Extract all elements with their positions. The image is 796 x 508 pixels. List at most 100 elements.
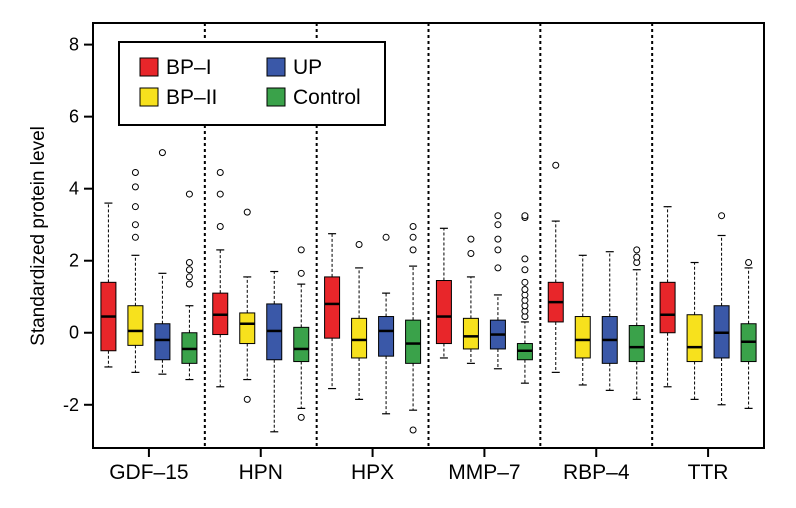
box-3-3 — [516, 212, 533, 384]
box-4-0 — [547, 161, 564, 373]
box-0-1 — [127, 168, 144, 373]
outlier-point — [409, 246, 417, 254]
iqr-box — [239, 312, 256, 345]
iqr-box — [659, 281, 676, 334]
box-5-3 — [740, 259, 757, 409]
box-2-1 — [351, 241, 368, 400]
outlier-point — [521, 286, 529, 294]
y-tick-label: 0 — [69, 323, 79, 343]
outlier-point — [494, 235, 502, 243]
legend-frame — [118, 41, 386, 126]
outlier-point — [185, 273, 193, 281]
outlier-point — [467, 250, 475, 258]
outlier-point — [185, 259, 193, 267]
iqr-box — [462, 317, 479, 350]
outlier-point — [243, 208, 251, 216]
y-tick-label: 4 — [69, 179, 79, 199]
outlier-point — [131, 203, 139, 211]
legend-label: Control — [293, 86, 361, 109]
outlier-point — [185, 280, 193, 288]
outlier-point — [216, 222, 224, 230]
outlier-point — [355, 241, 363, 249]
box-3-2 — [489, 212, 506, 370]
box-2-3 — [405, 222, 422, 434]
outlier-point — [494, 212, 502, 220]
outlier-point — [552, 161, 560, 169]
outlier-point — [243, 395, 251, 403]
box-5-1 — [686, 261, 703, 400]
box-5-0 — [659, 206, 676, 388]
x-tick-label: GDF–15 — [109, 461, 188, 484]
iqr-box — [293, 326, 310, 363]
x-tick-label: HPX — [351, 461, 394, 484]
y-tick-label: 6 — [69, 107, 79, 127]
box-1-0 — [212, 168, 229, 388]
outlier-point — [297, 413, 305, 421]
box-3-1 — [462, 235, 479, 364]
x-tick-label: HPN — [239, 461, 283, 484]
iqr-box — [378, 316, 395, 357]
iqr-box — [435, 280, 452, 345]
iqr-box — [154, 323, 171, 361]
y-axis-label: Standardized protein level — [28, 126, 49, 346]
iqr-box — [351, 317, 368, 359]
iqr-box — [127, 305, 144, 346]
box-1-3 — [293, 246, 310, 421]
outlier-point — [409, 426, 417, 434]
outlier-point — [131, 183, 139, 191]
iqr-box — [628, 325, 645, 363]
y-tick-label: 2 — [69, 251, 79, 271]
legend-label: UP — [293, 56, 322, 79]
iqr-box — [405, 319, 422, 364]
legend-label: BP–I — [166, 56, 212, 79]
box-1-1 — [239, 208, 256, 403]
box-3-0 — [435, 227, 452, 359]
box-0-0 — [100, 202, 117, 368]
separator-layer — [203, 23, 654, 448]
legend-swatch — [139, 57, 159, 77]
box-4-2 — [601, 251, 618, 391]
box-4-3 — [628, 246, 645, 400]
outlier-point — [494, 221, 502, 229]
outlier-point — [185, 190, 193, 198]
outlier-point — [521, 278, 529, 286]
outlier-point — [494, 246, 502, 254]
box-2-0 — [324, 233, 341, 390]
outlier-point — [382, 233, 390, 241]
outlier-point — [158, 149, 166, 157]
outlier-point — [633, 253, 641, 261]
iqr-box — [574, 316, 591, 359]
outlier-point — [633, 246, 641, 254]
outlier-point — [131, 221, 139, 229]
outlier-point — [718, 212, 726, 220]
y-tick-label: -2 — [63, 395, 79, 415]
iqr-box — [686, 314, 703, 363]
box-5-2 — [713, 212, 730, 406]
box-0-3 — [181, 190, 198, 381]
outlier-point — [494, 264, 502, 272]
outlier-point — [185, 266, 193, 274]
outlier-point — [745, 259, 753, 267]
outlier-point — [409, 233, 417, 241]
legend: BP–I BP–II UP Control — [118, 41, 386, 126]
box-4-1 — [574, 254, 591, 386]
box-layer — [100, 149, 757, 434]
outlier-point — [521, 212, 529, 220]
box-0-2 — [154, 149, 171, 375]
x-tick-label: TTR — [688, 461, 729, 484]
outlier-point — [409, 222, 417, 230]
x-tick-label: RBP–4 — [563, 461, 630, 484]
box-2-2 — [378, 233, 395, 415]
x-tick-label: MMP–7 — [448, 461, 520, 484]
outlier-point — [131, 168, 139, 176]
outlier-point — [297, 246, 305, 254]
outlier-point — [216, 168, 224, 176]
iqr-box — [324, 276, 341, 339]
legend-swatch — [139, 87, 159, 107]
outlier-point — [216, 190, 224, 198]
outlier-point — [467, 235, 475, 243]
outlier-point — [131, 233, 139, 241]
outlier-point — [521, 255, 529, 263]
outlier-point — [521, 266, 529, 274]
